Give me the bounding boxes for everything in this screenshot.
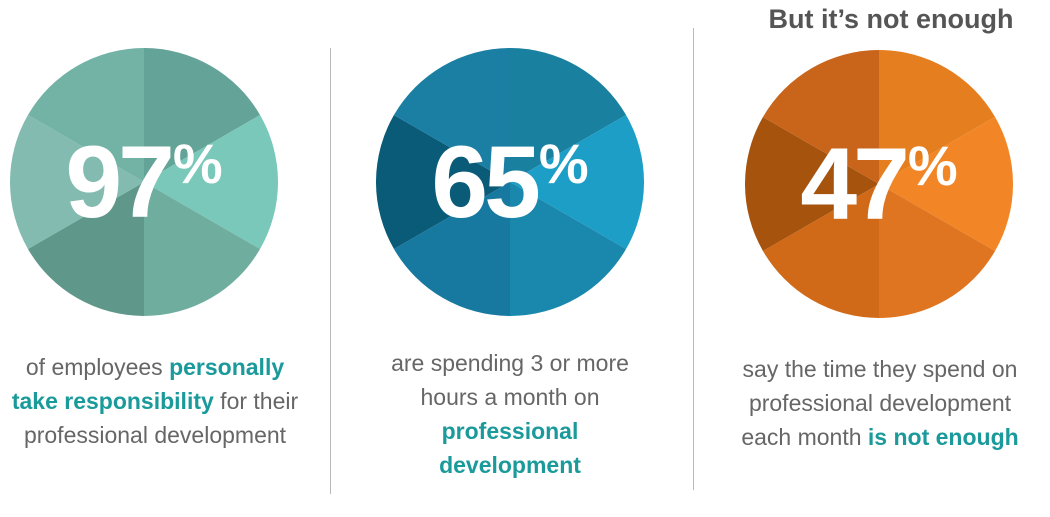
pie-sectors (376, 48, 644, 316)
pie-sector (510, 115, 644, 249)
caption-text: say the time they spend on professional … (741, 356, 1018, 450)
stat-percentage: 47% (745, 50, 1013, 318)
pie-sector (393, 48, 510, 182)
stat-circle-65: 65% (376, 48, 644, 316)
pie-sector (27, 182, 145, 316)
section-heading: But it’s not enough (768, 4, 1014, 34)
pie-sector (10, 115, 144, 249)
pie-sector (144, 115, 278, 249)
stat-number: 47 (800, 127, 909, 241)
stat-caption: are spending 3 or more hours a month on … (385, 346, 635, 482)
caption-text: for their professional development (23, 388, 299, 448)
pie-sector (144, 182, 261, 316)
stat-percentage: 97% (10, 48, 278, 316)
pie-sector (376, 115, 510, 249)
pie-sector (510, 48, 627, 182)
stat-number: 65 (431, 125, 540, 239)
pie-sectors (745, 50, 1013, 318)
pie-sector (762, 184, 879, 318)
caption-text: of employees (25, 354, 170, 380)
pie-sector (879, 184, 996, 318)
pie-sector (510, 182, 627, 316)
divider-right (693, 28, 694, 490)
caption-highlight: is not enough (867, 424, 1019, 450)
pie-sector (144, 48, 261, 182)
pie-sector (762, 50, 879, 184)
pie-sector (745, 117, 879, 251)
pie-sector (27, 48, 145, 182)
caption-highlight: personally take responsibility (11, 354, 285, 414)
stat-caption: of employees personally take responsibil… (0, 350, 310, 452)
percent-sign: % (172, 132, 223, 195)
pie-sector (879, 50, 996, 184)
stat-circle-97: 97% (10, 48, 278, 316)
stat-percentage: 65% (376, 48, 644, 316)
caption-text: are spending 3 or more hours a month on (391, 350, 629, 410)
stat-circle-47: 47% (745, 50, 1013, 318)
pie-sector (393, 182, 510, 316)
percent-sign: % (538, 132, 589, 195)
percent-sign: % (907, 134, 958, 197)
pie-sectors (10, 48, 278, 316)
stat-caption: say the time they spend on professional … (730, 352, 1030, 454)
divider-left (330, 48, 331, 494)
pie-sector (879, 117, 1013, 251)
caption-highlight: professional development (439, 418, 581, 478)
stat-number: 97 (65, 125, 174, 239)
